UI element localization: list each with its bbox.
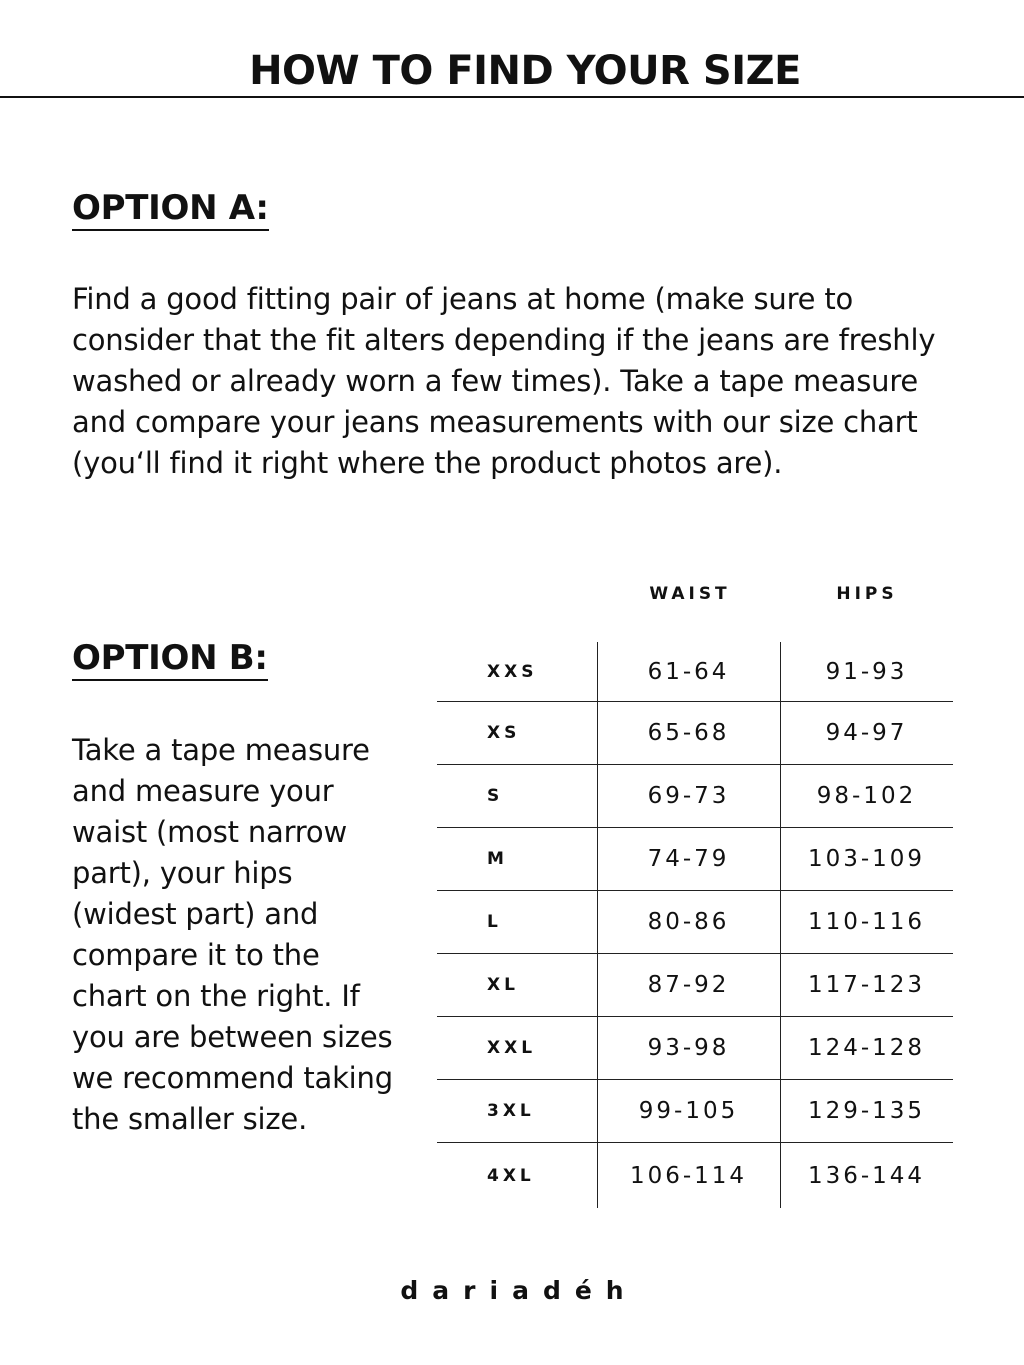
hips-cell: 117-123 (780, 953, 953, 1017)
option-b-text: Take a tape measure and measure your wai… (72, 733, 393, 1136)
size-cell: 3XL (437, 1079, 597, 1143)
waist-column-header: WAIST (649, 584, 731, 604)
page-title: HOW TO FIND YOUR SIZE (249, 48, 801, 94)
size-cell: XXL (437, 1016, 597, 1080)
hips-cell: 98-102 (780, 764, 953, 828)
size-cell: XS (437, 701, 597, 765)
hips-cell: 91-93 (780, 642, 953, 702)
table-row: XXL 93-98 124-128 (437, 1016, 953, 1080)
size-cell: 4XL (487, 1165, 535, 1186)
table-row: XS 65-68 94-97 (437, 701, 953, 765)
table-row: XXS 61-64 91-93 (437, 642, 953, 702)
waist-cell: 106-114 (596, 1142, 781, 1208)
waist-cell: 65-68 (596, 701, 781, 765)
option-a-heading: OPTION A: (72, 188, 269, 231)
option-a-text: Find a good fitting pair of jeans at hom… (72, 282, 936, 480)
size-cell: L (437, 890, 597, 954)
hips-cell: 110-116 (780, 890, 953, 954)
table-row: S 69-73 98-102 (437, 764, 953, 828)
size-cell: M (437, 827, 597, 891)
table-row: M 74-79 103-109 (437, 827, 953, 891)
table-row: XL 87-92 117-123 (437, 953, 953, 1017)
title-divider (0, 96, 1024, 98)
size-cell: XL (437, 953, 597, 1017)
brand-logo: dariadéh (400, 1276, 638, 1305)
waist-cell: 99-105 (596, 1079, 781, 1143)
waist-cell: 61-64 (596, 642, 781, 702)
size-table: XXS 61-64 91-93 XS 65-68 94-97 S 69-73 98-102 M 74… (437, 642, 953, 1208)
hips-column-header: HIPS (836, 584, 898, 604)
waist-cell: 74-79 (596, 827, 781, 891)
table-row: 4XL 106-114 136-144 (437, 1142, 953, 1208)
waist-cell: 69-73 (596, 764, 781, 828)
option-b-heading: OPTION B: (72, 638, 268, 681)
hips-cell: 129-135 (780, 1079, 953, 1143)
size-cell: XXS (437, 642, 597, 702)
waist-cell: 87-92 (596, 953, 781, 1017)
hips-cell: 103-109 (780, 827, 953, 891)
table-row: L 80-86 110-116 (437, 890, 953, 954)
hips-cell: 94-97 (780, 701, 953, 765)
hips-cell: 136-144 (807, 1162, 926, 1189)
size-cell: S (437, 764, 597, 828)
waist-cell: 80-86 (596, 890, 781, 954)
table-row: 3XL 99-105 129-135 (437, 1079, 953, 1143)
hips-cell: 124-128 (780, 1016, 953, 1080)
waist-cell: 93-98 (596, 1016, 781, 1080)
